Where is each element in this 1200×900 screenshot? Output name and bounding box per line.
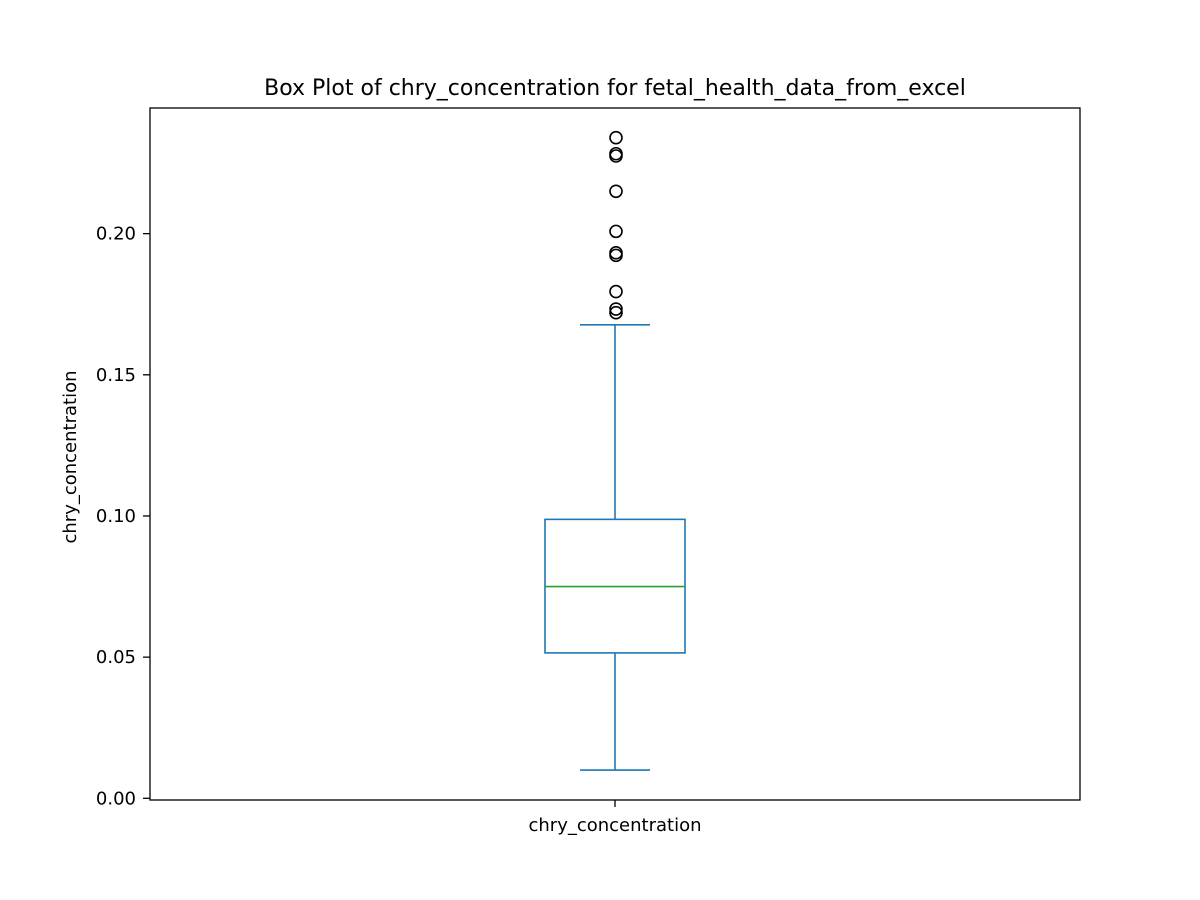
outlier-point [609, 305, 623, 320]
outlier-point [609, 184, 623, 199]
chart-title: Box Plot of chry_concentration for fetal… [264, 76, 966, 101]
outlier-point [609, 224, 623, 239]
outlier-point [609, 302, 623, 316]
axes-frame [149, 107, 1081, 801]
x-tick-label: chry_concentration [528, 815, 701, 836]
outlier-point [609, 146, 623, 161]
outlier-point [609, 246, 623, 260]
outlier-point [609, 130, 623, 145]
y-axis-title: chry_concentration [60, 370, 81, 543]
y-tick-label: 0.00 [96, 788, 136, 809]
outlier-point [609, 284, 623, 299]
y-tick-label: 0.15 [96, 365, 136, 386]
y-tick-label: 0.20 [96, 224, 136, 245]
y-tick-label: 0.10 [96, 506, 136, 527]
plot-area: chry_concentration 0.00 0.05 0.10 0.15 0.20 [96, 107, 1081, 836]
y-tick-label: 0.05 [96, 647, 136, 668]
